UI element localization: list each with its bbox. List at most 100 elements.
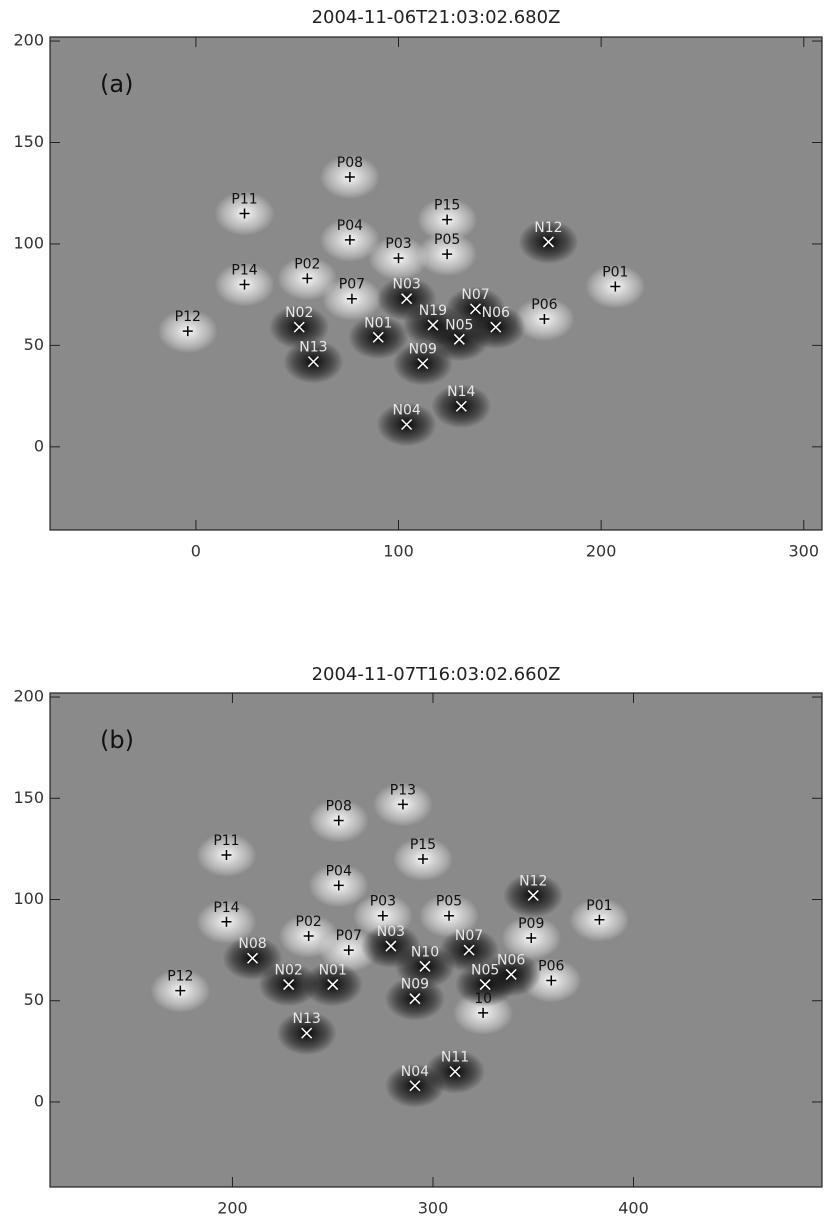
point-label: P11 [231, 192, 257, 208]
point-label: P04 [337, 218, 363, 234]
positive-marker [239, 279, 250, 290]
point-label: P05 [434, 232, 460, 248]
point-label: P03 [385, 236, 411, 252]
point-label: N05 [471, 963, 499, 979]
positive-marker [302, 273, 313, 284]
negative-marker [463, 944, 475, 956]
point-label: P03 [370, 894, 396, 910]
point-label: N07 [461, 287, 489, 303]
x-tick-label: 200 [217, 1199, 248, 1218]
point-label: P09 [518, 916, 544, 932]
negative-marker [490, 321, 502, 333]
negative-marker [246, 952, 259, 964]
point-label: N01 [319, 963, 347, 979]
positive-marker [343, 945, 354, 956]
negative-marker [409, 993, 421, 1005]
positive-marker [478, 1007, 489, 1018]
negative-marker [385, 940, 397, 952]
positive-marker [239, 208, 250, 219]
point-label: P08 [326, 799, 352, 815]
y-tick-label: 100 [13, 889, 44, 908]
positive-marker [442, 214, 453, 225]
positive-marker [442, 249, 453, 260]
point-label: N14 [447, 384, 475, 400]
negative-marker [372, 331, 384, 343]
point-label: P06 [538, 958, 564, 974]
point-label: P07 [339, 277, 365, 293]
negative-marker [327, 979, 339, 991]
panel-label: (a) [100, 70, 133, 98]
positive-marker [539, 314, 550, 325]
panel-title: 2004-11-07T16:03:02.660Z [312, 664, 561, 685]
positive-marker [393, 253, 404, 264]
point-label: P11 [213, 833, 239, 849]
y-tick-label: 0 [34, 436, 44, 455]
point-label: N06 [482, 305, 510, 321]
negative-marker [505, 968, 517, 980]
point-label: N04 [401, 1064, 429, 1080]
positive-marker [346, 293, 357, 304]
panel-title: 2004-11-06T21:03:02.680Z [312, 7, 561, 28]
positive-marker [175, 985, 186, 996]
x-tick-label: 400 [618, 1199, 649, 1218]
point-label: N02 [285, 305, 313, 321]
point-label: P14 [213, 900, 239, 916]
point-label: N01 [364, 315, 392, 331]
point-label: N05 [445, 317, 473, 333]
point-label: P05 [436, 894, 462, 910]
point-label: N08 [238, 936, 266, 952]
point-label: N19 [419, 303, 447, 319]
point-label: P14 [231, 263, 257, 279]
negative-marker [542, 236, 554, 248]
point-label: N07 [455, 928, 483, 944]
point-label: N06 [497, 952, 525, 968]
negative-marker [527, 889, 539, 901]
negative-marker [409, 1080, 421, 1092]
negative-marker [427, 319, 439, 331]
point-label: P02 [294, 256, 320, 272]
negative-marker [283, 979, 295, 991]
positive-marker [333, 880, 344, 891]
point-label: P15 [434, 198, 460, 214]
x-tick-label: 0 [191, 542, 201, 561]
point-label: P13 [390, 782, 416, 798]
point-label: P01 [602, 265, 628, 281]
point-label: N13 [293, 1011, 321, 1027]
point-label: N09 [409, 342, 437, 358]
positive-marker [182, 326, 193, 337]
panel-label: (b) [100, 726, 134, 754]
positive-marker [397, 799, 408, 810]
positive-marker [610, 281, 621, 292]
magnetogram-bg [50, 37, 822, 530]
point-label: N09 [401, 977, 429, 993]
negative-marker [449, 1066, 461, 1078]
positive-marker [594, 914, 605, 925]
x-tick-label: 200 [586, 542, 617, 561]
positive-marker [303, 930, 314, 941]
point-label: N03 [392, 277, 420, 293]
positive-marker [221, 916, 232, 927]
point-label: N11 [441, 1050, 469, 1066]
negative-marker [401, 418, 413, 431]
positive-marker [344, 234, 355, 245]
positive-marker [526, 932, 537, 943]
y-tick-label: 200 [13, 31, 44, 50]
y-tick-label: 50 [24, 990, 44, 1009]
point-label: P07 [336, 928, 362, 944]
y-tick-label: 150 [13, 788, 44, 807]
negative-marker [469, 303, 482, 315]
negative-marker [453, 333, 465, 345]
positive-marker [333, 815, 344, 826]
point-label: N13 [299, 340, 327, 356]
point-label: P08 [337, 155, 363, 171]
negative-marker [401, 293, 413, 305]
y-tick-label: 50 [24, 335, 44, 354]
x-tick-label: 300 [788, 542, 819, 561]
x-tick-label: 100 [383, 542, 414, 561]
point-label: N04 [392, 403, 420, 419]
plot-frame [49, 692, 823, 1188]
point-label: N10 [411, 944, 439, 960]
point-label: P12 [175, 309, 201, 325]
